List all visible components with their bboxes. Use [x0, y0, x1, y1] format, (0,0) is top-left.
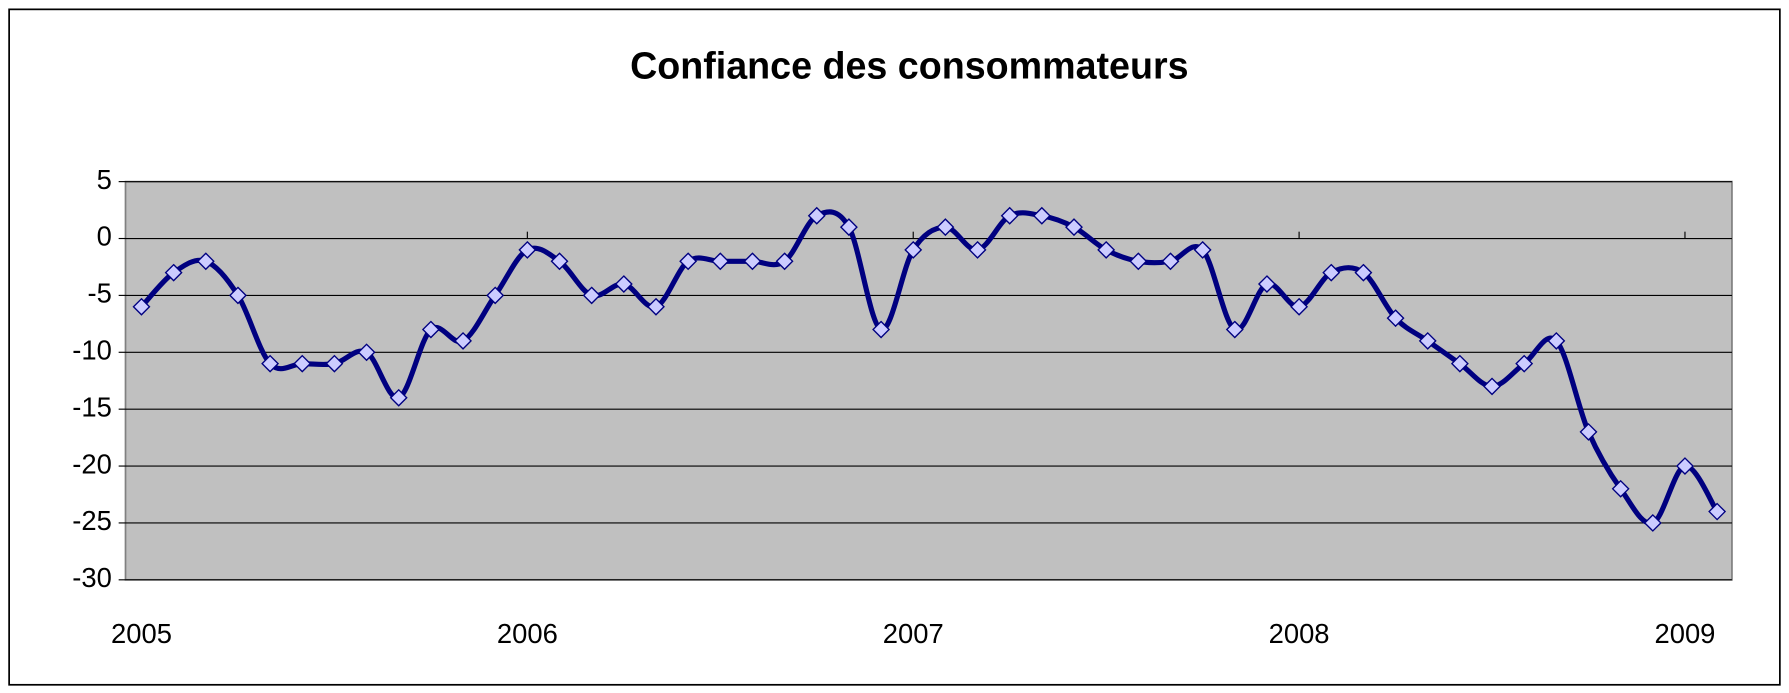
data-point — [1193, 240, 1212, 259]
data-point — [1225, 320, 1244, 339]
data-point — [1257, 275, 1276, 293]
data-point — [1161, 252, 1180, 271]
data-point — [293, 354, 312, 373]
data-point — [164, 263, 183, 282]
data-point — [1515, 354, 1534, 373]
data-point — [1000, 206, 1019, 225]
data-point — [1547, 331, 1566, 350]
data-point — [261, 354, 280, 373]
y-tick-label: -15 — [72, 391, 112, 422]
data-point — [1450, 354, 1469, 373]
data-point — [1708, 502, 1727, 521]
data-point — [647, 297, 665, 316]
data-point — [807, 206, 826, 225]
data-point — [1386, 309, 1405, 328]
data-point — [872, 320, 891, 339]
x-tick-label: 2008 — [1269, 618, 1330, 649]
data-point — [839, 218, 858, 237]
data-point — [1418, 331, 1437, 350]
data-point — [1322, 263, 1341, 282]
data-point — [1129, 252, 1148, 271]
data-point — [711, 252, 730, 271]
y-tick-label: -20 — [72, 448, 112, 479]
data-point — [196, 252, 215, 271]
data-point — [1290, 297, 1309, 316]
data-point — [325, 354, 344, 373]
data-point — [228, 286, 247, 305]
x-tick-label: 2005 — [111, 618, 172, 649]
data-point — [389, 388, 408, 407]
x-tick-label: 2009 — [1655, 618, 1716, 649]
data-point — [1611, 479, 1630, 498]
data-point — [968, 240, 987, 259]
y-tick-label: -10 — [72, 335, 112, 366]
data-point — [904, 240, 923, 259]
data-point — [1579, 422, 1598, 441]
y-tick-label: -5 — [87, 278, 111, 309]
data-point — [936, 218, 955, 237]
data-point — [1097, 240, 1116, 259]
data-point — [132, 297, 151, 316]
data-point — [550, 252, 569, 271]
x-tick-label: 2006 — [497, 618, 558, 649]
data-point — [1354, 263, 1373, 282]
data-point — [582, 286, 601, 305]
data-point — [486, 286, 505, 305]
data-point — [1643, 513, 1662, 532]
plot-area — [124, 180, 1733, 581]
chart-title: Confiance des consommateurs — [630, 45, 1189, 87]
data-point — [1483, 377, 1501, 396]
data-point — [1032, 206, 1051, 225]
y-tick-label: -30 — [72, 562, 112, 593]
data-point — [518, 240, 537, 259]
data-point — [775, 252, 794, 271]
data-point — [357, 343, 376, 362]
y-tick-label: 5 — [97, 164, 112, 195]
data-point — [454, 331, 472, 350]
y-tick-label: -25 — [72, 505, 112, 536]
x-tick-label: 2007 — [883, 618, 944, 649]
y-tick-label: 0 — [97, 221, 112, 252]
data-point — [421, 320, 440, 339]
data-point — [1065, 218, 1083, 237]
data-point — [1676, 457, 1694, 476]
data-point — [743, 252, 762, 271]
data-point — [614, 275, 633, 293]
data-point — [679, 252, 698, 271]
